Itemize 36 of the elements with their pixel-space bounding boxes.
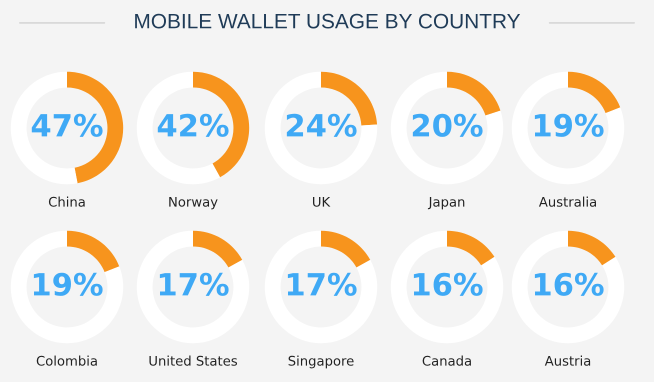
text: Australia (538, 196, 596, 207)
donut-slice (447, 230, 494, 266)
donut-slice (390, 72, 504, 184)
data-label: 19% (34, 272, 103, 296)
text: Norway (169, 196, 218, 210)
donut-slice (568, 72, 620, 114)
donut-slice (512, 72, 624, 184)
data-label: 16% (414, 272, 483, 296)
donut-slice (10, 230, 124, 344)
donut-slice (390, 230, 504, 344)
data-label: 17% (288, 272, 357, 296)
donut-slice (264, 230, 378, 344)
data-label: 42% (158, 114, 229, 137)
data-label: 16% (534, 272, 604, 296)
data-label: 19% (534, 114, 604, 137)
text: Austria (544, 356, 590, 366)
text: Singapore (288, 356, 354, 368)
donut-slice (67, 230, 120, 272)
donut-slice (447, 72, 500, 116)
donut-slice (136, 230, 250, 344)
donut-slice (568, 230, 616, 266)
text: China (48, 196, 85, 207)
text: United States (149, 356, 238, 366)
text: UK (312, 196, 330, 207)
donut-slice (512, 230, 624, 344)
data-label: 24% (286, 114, 357, 137)
text: Japan (428, 196, 464, 210)
donut-slice (321, 230, 370, 268)
data-label: 47% (32, 114, 103, 137)
donut-slice (193, 230, 242, 268)
text: Canada (422, 356, 471, 366)
donut-slice (264, 72, 378, 184)
text: Colombia (36, 356, 97, 366)
data-label: 20% (412, 114, 483, 137)
data-label: 17% (160, 272, 229, 296)
text: MOBILE WALLET USAGE BY COUNTRY (135, 14, 520, 29)
